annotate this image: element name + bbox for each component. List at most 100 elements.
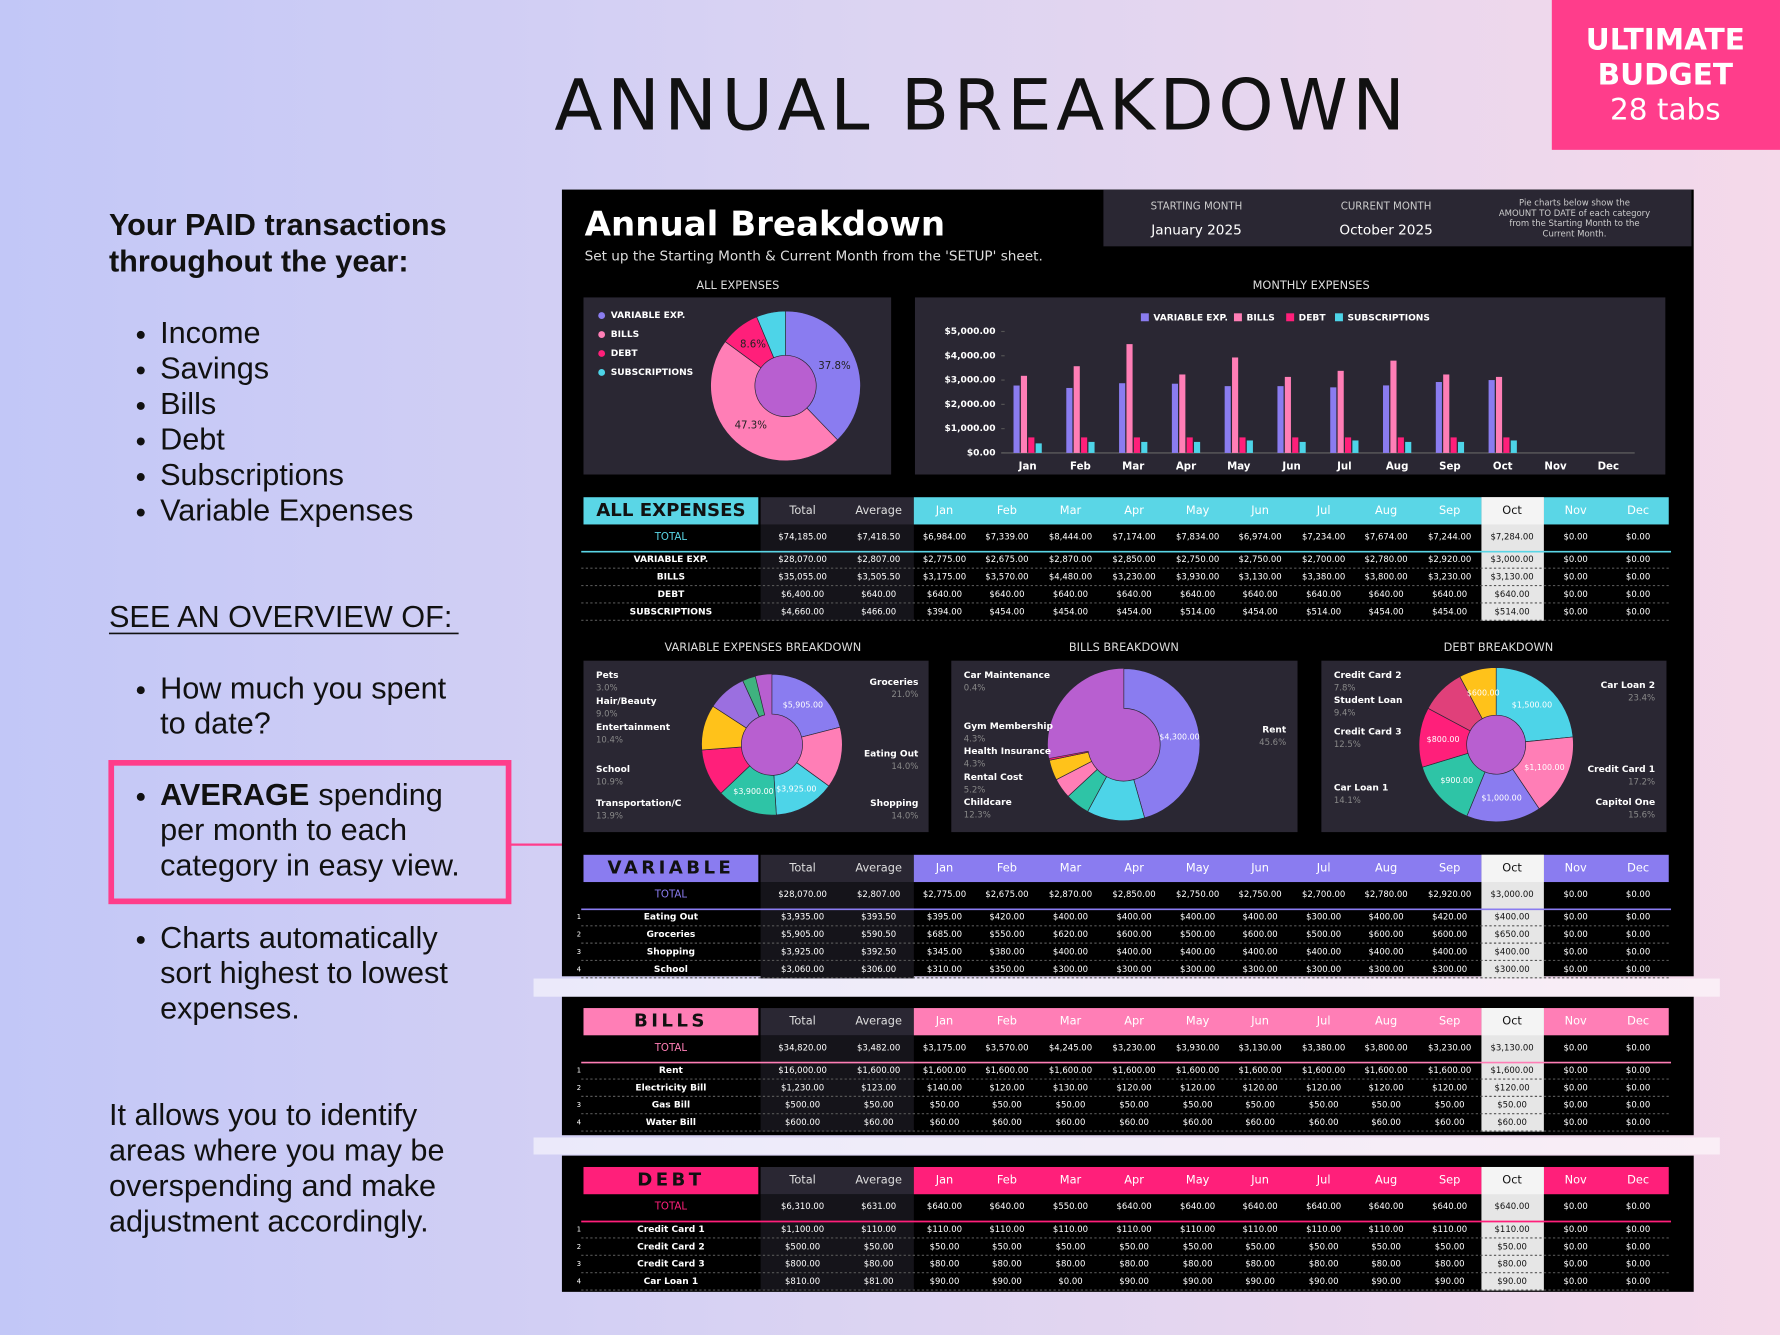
column-header: Jan [935, 503, 954, 517]
cell: $2,780.00 [1364, 555, 1407, 565]
cell: $90.00 [930, 1277, 960, 1287]
column-header: Apr [1124, 1173, 1144, 1187]
left-text: It allows you to identify [109, 1098, 418, 1132]
row-number: 3 [577, 948, 581, 956]
slice-label: $4,300.00 [1159, 732, 1199, 741]
bar [1292, 437, 1299, 453]
word: spending [318, 778, 442, 812]
cell: $0.00 [1563, 590, 1587, 600]
bar [1457, 441, 1465, 453]
cell: $394.00 [927, 607, 962, 617]
legend-label: SUBSCRIPTIONS [1347, 313, 1429, 323]
category-label: Rent [1262, 725, 1287, 735]
cell: $500.00 [785, 1101, 820, 1111]
column-header: Feb [997, 1173, 1017, 1187]
column-header: Jul [1316, 503, 1331, 517]
slice-label: $600.00 [1467, 688, 1500, 697]
cell: $400.00 [1495, 913, 1530, 923]
column-header: Average [855, 1173, 902, 1187]
cell: $74,185.00 [778, 532, 827, 542]
cell: $60.00 [864, 1118, 894, 1128]
cell: $110.00 [1306, 1225, 1341, 1235]
cell: $60.00 [1183, 1118, 1213, 1128]
header-cell [760, 1166, 914, 1195]
cell: $640.00 [1242, 1202, 1277, 1212]
category-label: Transportation/C [596, 799, 682, 809]
row-number: 3 [577, 1101, 581, 1109]
x-tick-label: Oct [1493, 462, 1513, 473]
cell: $600.00 [1432, 930, 1467, 940]
legend-swatch [1286, 313, 1295, 322]
y-tick-label: $5,000.00 [944, 327, 995, 337]
column-header: Dec [1627, 1014, 1649, 1028]
cell: $0.00 [1626, 930, 1650, 940]
cell: $400.00 [1053, 913, 1088, 923]
cell: $2,675.00 [985, 555, 1028, 565]
cell: $60.00 [1497, 1118, 1527, 1128]
bar [1344, 437, 1352, 453]
highlight-box [108, 760, 512, 905]
cell: $50.00 [1119, 1101, 1149, 1111]
percent-label: 4.3% [964, 735, 986, 745]
column-header: Dec [1627, 860, 1649, 874]
left-text: Bills [160, 387, 216, 421]
cell: $392.50 [861, 947, 896, 957]
cell: $50.00 [1183, 1242, 1213, 1252]
bullet [136, 437, 145, 446]
bar [1352, 440, 1359, 453]
cell: $120.00 [989, 1083, 1024, 1093]
cell: $60.00 [1119, 1118, 1149, 1128]
cell: $0.00 [1626, 1101, 1650, 1111]
cell: $50.00 [1497, 1242, 1527, 1252]
column-bg [760, 524, 914, 621]
category-label: Health Insurance [964, 747, 1051, 757]
bar [1088, 441, 1095, 453]
column-header: Nov [1565, 1014, 1587, 1028]
table-label-cell [583, 497, 759, 525]
badge-text: ULTIMATE [1586, 22, 1745, 56]
percent-label: 14.0% [891, 812, 918, 822]
cell: $0.00 [1563, 1118, 1587, 1128]
cell: $80.00 [1119, 1260, 1149, 1270]
cell: $6,400.00 [781, 590, 824, 600]
cell: $1,600.00 [857, 1066, 900, 1076]
row-label: Gas Bill [652, 1101, 690, 1111]
percent-label: 7.8% [1334, 683, 1356, 693]
cell: $110.00 [1369, 1225, 1404, 1235]
cell: $80.00 [930, 1260, 960, 1270]
row-label: TOTAL [654, 1043, 688, 1054]
column-header: Feb [997, 860, 1017, 874]
cell: $685.00 [927, 930, 962, 940]
header-value: January 2025 [1150, 222, 1242, 238]
cell: $0.00 [1563, 930, 1587, 940]
header-cell [1481, 854, 1544, 883]
cell: $2,780.00 [1364, 890, 1407, 900]
cell: $640.00 [1369, 1202, 1404, 1212]
column-header: Jul [1316, 1014, 1331, 1028]
cell: $400.00 [1053, 947, 1088, 957]
cell: $395.00 [927, 913, 962, 923]
table-label-cell [583, 854, 759, 883]
cell: $110.00 [927, 1225, 962, 1235]
cell: $350.00 [989, 965, 1024, 975]
legend-swatch [1140, 313, 1149, 322]
cell: $0.00 [1563, 1225, 1587, 1235]
cell: $90.00 [1245, 1277, 1275, 1287]
row-label: DEBT [657, 590, 685, 600]
chart-title: ALL EXPENSES [696, 278, 779, 292]
column-header: Jun [1250, 1173, 1269, 1187]
cell: $110.00 [1495, 1225, 1530, 1235]
slice-label: $1,500.00 [1512, 701, 1552, 710]
column-header: Aug [1375, 860, 1397, 874]
cell: $120.00 [1369, 1083, 1404, 1093]
cell: $3,800.00 [1364, 573, 1407, 583]
column-header: Jan [935, 1014, 954, 1028]
bullet [136, 792, 145, 801]
cell: $90.00 [1371, 1277, 1401, 1287]
cell: $2,775.00 [923, 555, 966, 565]
column-header: Total [788, 1173, 816, 1187]
column-header: Oct [1502, 503, 1522, 517]
pie-slice [785, 310, 861, 441]
cell: $0.00 [1563, 1083, 1587, 1093]
